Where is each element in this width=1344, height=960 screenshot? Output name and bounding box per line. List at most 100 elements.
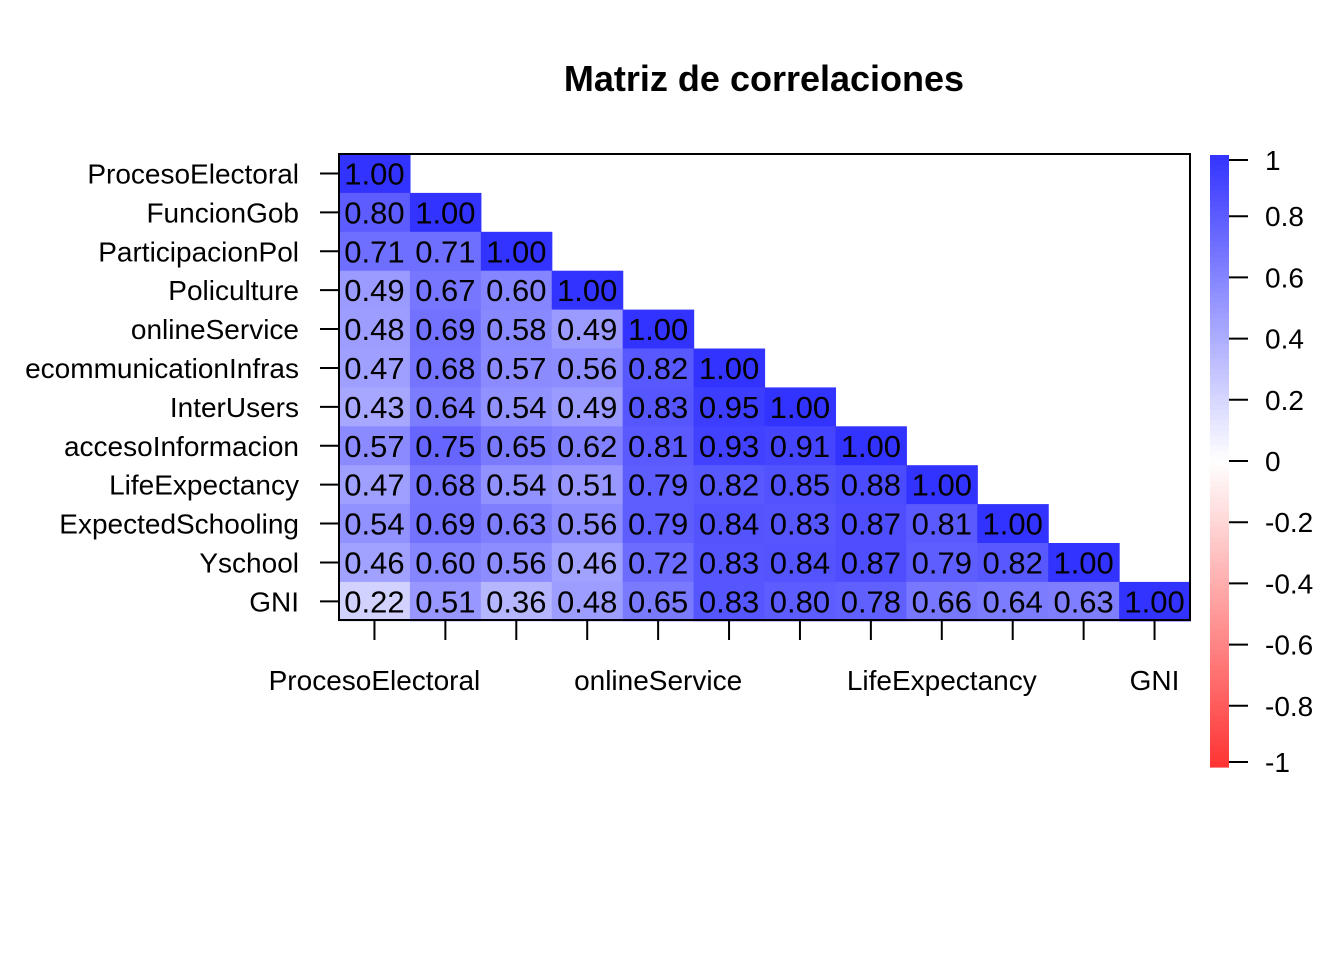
colorbar-segment <box>1210 302 1229 309</box>
heatmap-cell <box>339 231 411 272</box>
colorbar-segment <box>1210 318 1229 324</box>
colorbar-tick-label: 0.2 <box>1265 385 1304 416</box>
colorbar-tick-label: 0 <box>1265 446 1281 477</box>
colorbar-segment <box>1210 262 1229 268</box>
x-tick-label: GNI <box>1130 665 1180 696</box>
heatmap-cell <box>693 543 766 583</box>
cell-value: 0.66 <box>912 584 972 619</box>
colorbar-segment <box>1210 644 1229 651</box>
cell-value: 0.81 <box>912 507 972 542</box>
y-tick-label: LifeExpectancy <box>109 470 299 501</box>
colorbar-segment <box>1210 440 1229 447</box>
y-axis: ProcesoElectoral FuncionGob ParticipacionP… <box>25 158 339 617</box>
heatmap-cell <box>409 387 482 427</box>
cell-value: 0.68 <box>415 351 475 386</box>
cell-value: 1.00 <box>1124 584 1184 619</box>
heatmap-cell <box>339 309 411 350</box>
colorbar-segment <box>1210 751 1229 758</box>
cell-value: 0.48 <box>557 584 617 619</box>
heatmap-cell <box>480 581 553 622</box>
colorbar-segment <box>1210 593 1229 600</box>
colorbar-segment <box>1210 695 1229 702</box>
heatmap-cell <box>409 581 482 622</box>
colorbar-segment <box>1210 506 1229 513</box>
cell-value: 0.88 <box>841 468 901 503</box>
heatmap-cell <box>693 465 766 505</box>
heatmap-cell <box>622 465 695 505</box>
heatmap-cell <box>409 504 482 544</box>
colorbar-segment <box>1210 634 1229 641</box>
cell-value: 0.71 <box>415 234 475 269</box>
heatmap-cell <box>622 426 695 466</box>
colorbar-segment <box>1210 486 1229 493</box>
colorbar-segment <box>1210 639 1229 646</box>
colorbar-segment <box>1210 420 1229 426</box>
heatmap-cell <box>906 465 978 505</box>
heatmap-cell <box>551 270 624 311</box>
y-tick-label: ProcesoElectoral <box>87 158 299 189</box>
colorbar-segment <box>1210 537 1229 544</box>
colorbar-segment <box>1210 563 1229 569</box>
cell-value: 0.58 <box>486 312 546 347</box>
cell-value: 1.00 <box>557 273 617 308</box>
colorbar-segment <box>1210 277 1229 284</box>
cell-value: 0.36 <box>486 584 546 619</box>
cell-value: 0.71 <box>344 234 404 269</box>
colorbar-segment <box>1210 246 1229 253</box>
colorbar-segment <box>1210 313 1229 319</box>
cell-value: 0.48 <box>344 312 404 347</box>
colorbar-segment <box>1210 481 1229 488</box>
y-tick-label: Policulture <box>168 275 299 306</box>
colorbar-segment <box>1210 654 1229 661</box>
heatmap-cell <box>622 504 695 544</box>
cell-value: 0.79 <box>912 545 972 580</box>
colorbar-segment <box>1210 359 1229 365</box>
y-tick-label: ParticipacionPol <box>98 236 299 267</box>
colorbar-segment <box>1210 435 1229 442</box>
cell-value: 0.83 <box>699 584 759 619</box>
heatmap-cell <box>764 465 837 505</box>
cell-value: 0.82 <box>983 545 1043 580</box>
colorbar-segment <box>1210 583 1229 590</box>
heatmap-cell <box>480 387 553 427</box>
cell-value: 0.56 <box>557 351 617 386</box>
cell-value: 1.00 <box>1053 545 1113 580</box>
colorbar-tick-label: -1 <box>1265 747 1290 778</box>
y-tick-label: InterUsers <box>170 392 299 423</box>
cell-value: 0.49 <box>557 312 617 347</box>
y-tick-label: GNI <box>249 586 299 617</box>
cell-value: 0.57 <box>344 429 404 464</box>
colorbar-segment <box>1210 471 1229 477</box>
colorbar-segment <box>1210 343 1229 350</box>
cell-value: 0.60 <box>486 273 546 308</box>
colorbar-segment <box>1210 573 1229 579</box>
cell-value: 0.46 <box>557 545 617 580</box>
cell-value: 0.64 <box>983 584 1043 619</box>
colorbar-segment <box>1210 165 1229 171</box>
heatmap-cell <box>551 504 624 544</box>
colorbar-tick-label: 0.4 <box>1265 324 1304 355</box>
heatmap-cell <box>1048 543 1120 583</box>
colorbar-segment <box>1210 710 1229 717</box>
colorbar-segment <box>1210 180 1229 187</box>
cell-value: 1.00 <box>344 156 404 191</box>
colorbar-segment <box>1210 348 1229 355</box>
colorbar-segment <box>1210 670 1229 676</box>
colorbar-segment <box>1210 578 1229 584</box>
colorbar-segment <box>1210 175 1229 182</box>
cell-value: 0.49 <box>344 273 404 308</box>
cell-value: 0.84 <box>770 545 830 580</box>
cell-value: 0.72 <box>628 545 688 580</box>
cell-value: 1.00 <box>415 195 475 230</box>
heatmap-cell <box>764 426 837 466</box>
cell-value: 1.00 <box>486 234 546 269</box>
cell-value: 0.63 <box>1053 584 1113 619</box>
cell-value: 0.57 <box>486 351 546 386</box>
colorbar-segment <box>1210 466 1229 472</box>
heatmap-cell <box>1048 581 1120 622</box>
heatmap-cell <box>551 543 624 583</box>
colorbar-segment <box>1210 608 1229 615</box>
cell-value: 0.51 <box>557 468 617 503</box>
heatmap-cell <box>480 231 553 272</box>
cell-value: 1.00 <box>628 312 688 347</box>
